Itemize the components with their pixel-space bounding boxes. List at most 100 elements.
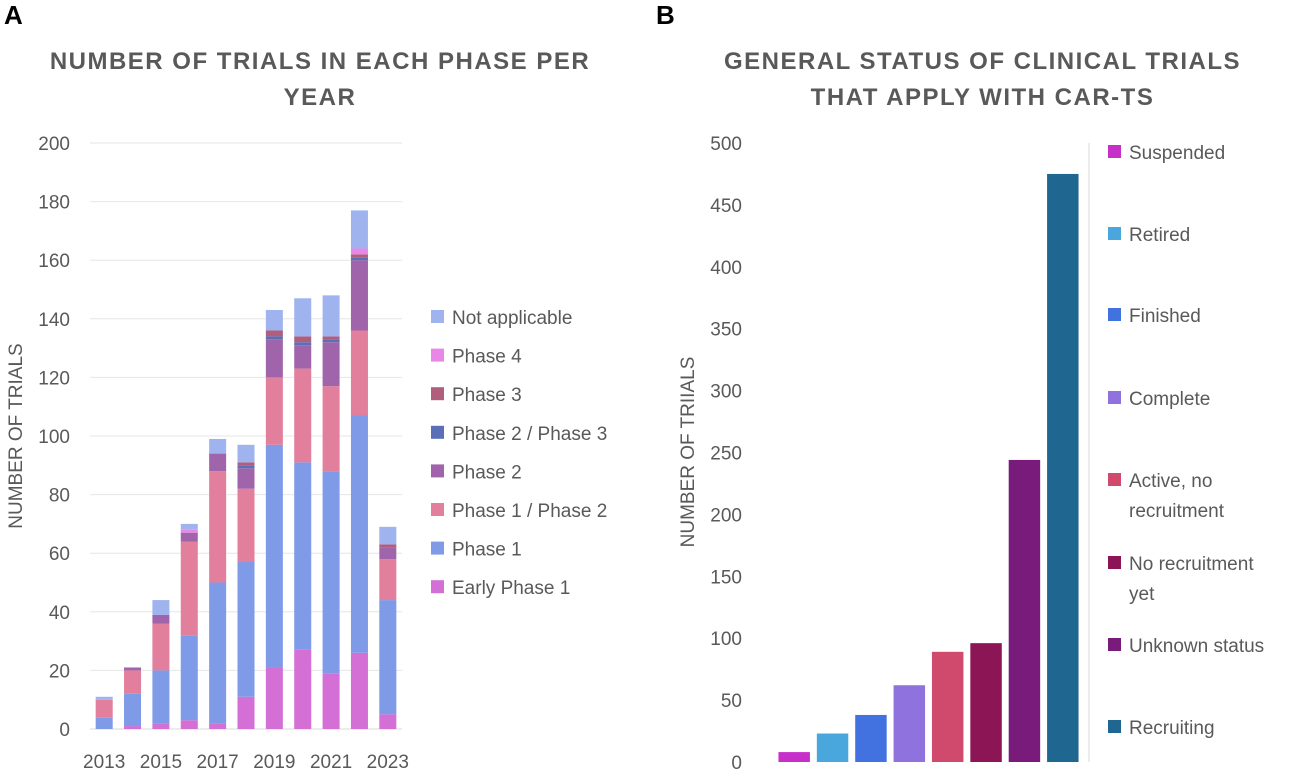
- chart-a-bar-segment: [95, 696, 113, 700]
- chart-b-bar: [1047, 173, 1079, 762]
- chart-a-bar-segment: [379, 559, 397, 601]
- chart-a-legend-swatch: [431, 348, 444, 362]
- chart-a-title: NUMBER OF TRIALS IN EACH PHASE PER YEAR: [49, 48, 591, 111]
- chart-b-ytick-label: 200: [710, 505, 742, 526]
- chart-b-bar: [893, 685, 926, 762]
- chart-a-bar-segment: [350, 330, 368, 416]
- chart-a-bar-segment: [180, 720, 198, 729]
- chart-a-xtick-label: 2023: [367, 752, 409, 773]
- chart-b-legend-label: Complete: [1129, 389, 1210, 410]
- chart-a-legend-label: Phase 1: [452, 540, 522, 561]
- chart-b-legend-swatch: [1108, 638, 1121, 651]
- chart-a-legend-swatch: [431, 464, 444, 478]
- chart-b-legend-label-line: Suspended: [1129, 143, 1225, 164]
- chart-b-ytick-label: 250: [710, 444, 742, 465]
- chart-b-legend-label: Retired: [1129, 225, 1190, 246]
- chart-b-legend-swatch: [1108, 308, 1121, 321]
- chart-a-bar-segment: [350, 257, 368, 261]
- chart-a-bar-segment: [152, 723, 170, 729]
- chart-a-bar-segment: [350, 210, 368, 249]
- chart-a-bar-segment: [209, 582, 227, 724]
- chart-b-ytick-label: 150: [710, 567, 742, 588]
- chart-a-bar-segment: [209, 453, 227, 472]
- chart-a-bar-segment: [265, 339, 283, 378]
- chart-a-legend-label: Phase 1 / Phase 2: [452, 501, 607, 522]
- chart-b-bar: [778, 752, 810, 762]
- chart-a-bar-segment: [265, 444, 283, 668]
- chart-a-bar-segment: [237, 696, 255, 729]
- chart-a-ytick-label: 80: [49, 486, 70, 507]
- chart-b-legend-swatch: [1108, 473, 1121, 486]
- chart-a-xtick-label: 2017: [196, 752, 238, 773]
- chart-a-bar-segment: [379, 547, 397, 560]
- chart-b: 0 50 100 150 200 250 300 350 400 450 500 NUMBER OF …: [678, 134, 1264, 774]
- chart-a-bar-segment: [152, 614, 170, 624]
- chart-a-ytick-label: 180: [38, 193, 70, 214]
- chart-a-bar-segment: [350, 652, 368, 729]
- chart-b-legend-label-line: No recruitment: [1129, 554, 1254, 575]
- chart-b-legend-swatch: [1108, 391, 1121, 404]
- chart-b-legend-label-line: Complete: [1129, 389, 1210, 410]
- chart-a-bar-segment: [350, 248, 368, 255]
- chart-b-ylabel: NUMBER OF TRIIALS: [678, 357, 699, 548]
- chart-b-legend-swatch: [1108, 556, 1121, 569]
- chart-a-bar-segment: [294, 462, 312, 650]
- chart-a-bar-segment: [152, 670, 170, 724]
- chart-b-legend-label: Recruiting: [1129, 718, 1215, 739]
- chart-a-legend-swatch: [431, 310, 444, 323]
- chart-a-bar-segment: [237, 468, 255, 489]
- chart-a-bar-segment: [152, 623, 170, 671]
- chart-a-legend-swatch: [431, 425, 444, 439]
- chart-b-bar: [931, 651, 964, 762]
- chart-a-legend-swatch: [431, 387, 444, 401]
- chart-b-legend-label-line: Finished: [1129, 306, 1201, 327]
- chart-a-xtick-label: 2021: [310, 752, 352, 773]
- chart-a-bar-segment: [322, 386, 340, 472]
- chart-b-legend-label: Suspended: [1129, 143, 1225, 164]
- chart-b-legend-label: Finished: [1129, 306, 1201, 327]
- chart-a-bar-segment: [209, 471, 227, 583]
- chart-a-bar-segment: [350, 260, 368, 331]
- chart-a-bar-segment: [322, 471, 340, 674]
- chart-b-legend-label: Active, no recruitment: [1129, 471, 1225, 522]
- chart-a-bar-segment: [322, 295, 340, 337]
- chart-a-bar-segment: [265, 667, 283, 729]
- chart-a-bar-segment: [95, 717, 113, 729]
- chart-a-bar-segment: [152, 600, 170, 615]
- chart-a-legend-label: Not applicable: [452, 308, 572, 329]
- chart-b-legend-swatch: [1108, 145, 1121, 158]
- chart-a-ytick-label: 120: [38, 368, 70, 389]
- chart-a-legend-label: Phase 3: [452, 385, 522, 406]
- chart-a-ylabel: NUMBER OF TRIALS: [6, 343, 27, 528]
- chart-a-ytick-label: 40: [49, 603, 70, 624]
- chart-a-bar-segment: [294, 649, 312, 729]
- chart-b-bar: [855, 714, 887, 762]
- chart-a-ytick-label: 200: [38, 134, 70, 155]
- chart-a-bar-segment: [265, 310, 283, 331]
- chart-b-ytick-label: 500: [710, 134, 742, 155]
- chart-a-xtick-label: 2013: [83, 752, 125, 773]
- chart-a-bar-segment: [237, 465, 255, 469]
- chart-b-ytick-label: 350: [710, 320, 742, 341]
- chart-a-bar-segment: [124, 693, 142, 727]
- panel-a-letter: A: [4, 0, 23, 30]
- chart-b-legend-label: No recruitment yet: [1129, 554, 1254, 605]
- chart-b-bar: [816, 733, 849, 762]
- chart-b-ytick-label: 300: [710, 382, 742, 403]
- chart-b-legend-label-line: Unknown status: [1129, 636, 1264, 657]
- chart-b-legend-swatch: [1108, 227, 1121, 240]
- chart-a-bar-segment: [322, 336, 340, 340]
- chart-a-bar-segment: [124, 667, 142, 671]
- chart-a-bar-segment: [322, 673, 340, 729]
- chart-b-legend-label: Unknown status: [1129, 636, 1264, 657]
- chart-a-xtick-label: 2019: [253, 752, 295, 773]
- chart-a-ytick-label: 0: [59, 720, 70, 741]
- chart-b-title: GENERAL STATUS OF CLINICAL TRIALS THAT A…: [723, 48, 1242, 111]
- chart-a-legend-label: Early Phase 1: [452, 578, 570, 599]
- chart-a-bar-segment: [237, 488, 255, 562]
- chart-b-ytick-label: 0: [731, 753, 742, 774]
- chart-a-ytick-label: 20: [49, 661, 70, 682]
- chart-b-ytick-label: 100: [710, 629, 742, 650]
- chart-a-bar-segment: [294, 368, 312, 463]
- chart-a-bar-segment: [180, 541, 198, 636]
